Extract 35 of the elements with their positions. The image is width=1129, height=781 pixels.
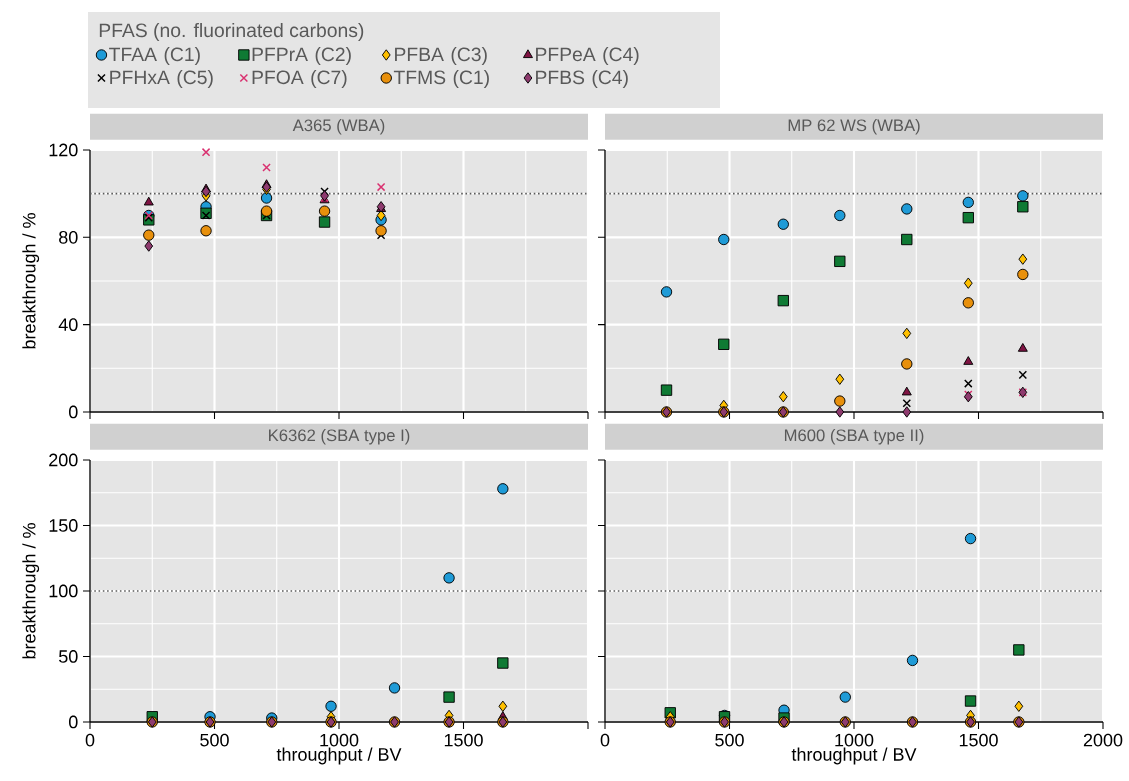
x-tick-label: 1500 [444, 733, 483, 747]
y-tick-label: 120 [49, 143, 78, 157]
y-tick-label: 0 [68, 715, 78, 729]
x-tick-label: 500 [715, 733, 744, 747]
legend-label: PFHxA (C5) [110, 69, 213, 89]
chart-title: K6362 (SBA type I) [269, 428, 410, 445]
x-tick-label: 1000 [835, 733, 874, 747]
x-tick-label: 0 [85, 733, 95, 747]
chart-title: M600 (SBA type II) [784, 428, 924, 445]
chart-title: MP 62 WS (WBA) [788, 118, 920, 135]
x-tick-label: 500 [200, 733, 229, 747]
legend-label: TFMS (C1) [393, 69, 489, 89]
legend-label: PFPeA (C4) [536, 46, 639, 65]
x-axis-title: throughput / BV [276, 747, 402, 765]
x-tick-label: 1000 [320, 733, 359, 747]
y-axis-title: breakthrough / % [22, 523, 40, 659]
x-tick-label: 2000 [1083, 733, 1123, 747]
x-tick-label: 1500 [959, 733, 998, 747]
y-axis-title: breakthrough / % [22, 213, 40, 349]
legend-title: PFAS (no. fluorinated carbons) [99, 22, 364, 42]
y-tick-label: 40 [58, 318, 78, 332]
y-tick-label: 150 [49, 519, 78, 532]
x-tick-label: 0 [600, 733, 610, 747]
chart-title: A365 (WBA) [292, 118, 385, 135]
y-tick-label: 0 [68, 405, 78, 419]
x-axis-title: throughput / BV [791, 747, 917, 765]
legend-label: TFAA (C1) [109, 46, 200, 65]
legend-label: PFOA (C7) [252, 69, 347, 89]
y-tick-label: 200 [49, 453, 78, 467]
y-tick-label: 100 [49, 584, 78, 598]
y-tick-label: 80 [59, 230, 78, 244]
legend-label: PFBS (C4) [536, 69, 628, 89]
legend-label: PFBA (C3) [395, 46, 487, 65]
legend-label: PFPrA (C2) [252, 46, 351, 65]
y-tick-label: 50 [58, 650, 78, 663]
